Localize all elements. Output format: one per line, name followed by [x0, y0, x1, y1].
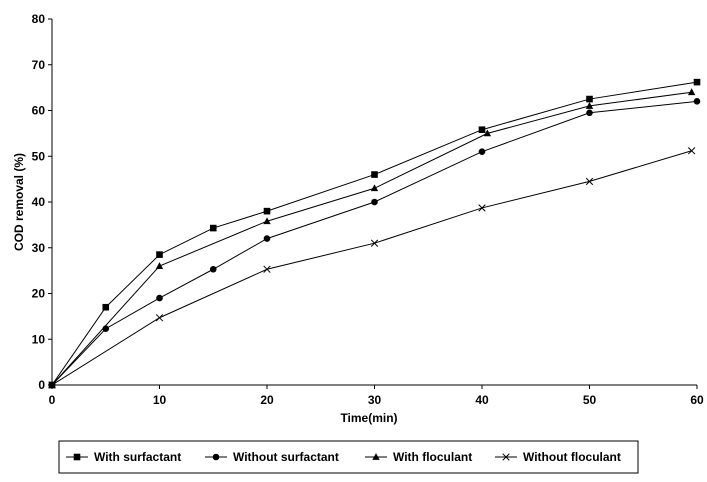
- y-tick-label: 60: [32, 104, 46, 118]
- data-point: [102, 303, 110, 311]
- data-point: [263, 217, 271, 225]
- data-point: [693, 98, 701, 105]
- data-point: [687, 88, 696, 96]
- y-axis-title: COD removal (%): [12, 153, 26, 251]
- y-tick-label: 10: [32, 332, 46, 346]
- legend-marker: [372, 453, 380, 460]
- series-with-surfactant: [48, 78, 701, 389]
- legend-frame: [58, 440, 639, 474]
- data-point: [478, 126, 486, 134]
- ticks: 0 10 20 30 40 50 60 70 80 0 10 20 30 40 50 60: [32, 12, 704, 407]
- data-point: [371, 171, 378, 178]
- data-point: [693, 78, 701, 86]
- y-tick-label: 20: [32, 287, 46, 301]
- data-point: [586, 109, 593, 117]
- series-without-surfactant: [48, 98, 701, 389]
- legend-entry: With surfactant: [66, 450, 181, 464]
- y-tick-label: 30: [32, 241, 46, 255]
- legend-label: With floculant: [393, 450, 472, 464]
- y-tick-label: 70: [32, 58, 46, 72]
- data-point: [155, 314, 164, 322]
- data-point: [585, 177, 594, 186]
- legend-label: Without surfactant: [233, 450, 339, 464]
- legend-marker: [502, 453, 510, 461]
- data-point: [371, 198, 378, 206]
- x-tick-label: 50: [583, 393, 597, 407]
- legend-label: With surfactant: [94, 450, 181, 464]
- data-point: [585, 102, 594, 109]
- data-point: [263, 207, 271, 215]
- x-tick-label: 30: [368, 393, 382, 407]
- data-point: [156, 251, 163, 258]
- x-tick-label: 20: [260, 393, 274, 407]
- data-point: [478, 148, 486, 155]
- x-tick-label: 10: [153, 393, 167, 407]
- x-tick-label: 0: [49, 393, 56, 407]
- data-point: [155, 262, 164, 269]
- legend-entry: With floculant: [365, 450, 472, 464]
- y-tick-label: 50: [32, 149, 46, 163]
- data-point: [209, 265, 217, 273]
- x-tick-label: 40: [475, 393, 489, 407]
- data-point: [156, 294, 163, 302]
- data-point: [370, 184, 379, 192]
- data-point: [209, 224, 217, 232]
- series-line: [51, 91, 692, 386]
- x-tick-label: 60: [690, 393, 704, 407]
- x-axis-title: Time(min): [340, 411, 397, 425]
- series-with-floculant: [48, 88, 696, 388]
- data-point: [586, 95, 593, 103]
- legend-marker: [73, 453, 81, 461]
- legend-entry: Without floculant: [495, 450, 621, 464]
- series-without-floculant: [48, 147, 696, 389]
- data-point: [483, 129, 492, 137]
- legend: With surfactant Without surfactant With fl…: [58, 440, 639, 474]
- y-tick-label: 0: [38, 378, 45, 392]
- series-line: [51, 150, 692, 386]
- data-point: [263, 265, 271, 273]
- series-layer: [48, 78, 701, 389]
- data-point: [370, 239, 379, 247]
- data-point: [263, 235, 271, 242]
- legend-label: Without floculant: [523, 450, 621, 464]
- data-point: [687, 147, 696, 155]
- data-point: [48, 381, 56, 389]
- y-tick-label: 80: [32, 12, 46, 26]
- legend-marker: [212, 453, 220, 461]
- y-tick-label: 40: [32, 195, 46, 209]
- data-point: [478, 204, 486, 212]
- series-line: [51, 81, 698, 386]
- legend-entry: Without surfactant: [205, 450, 339, 464]
